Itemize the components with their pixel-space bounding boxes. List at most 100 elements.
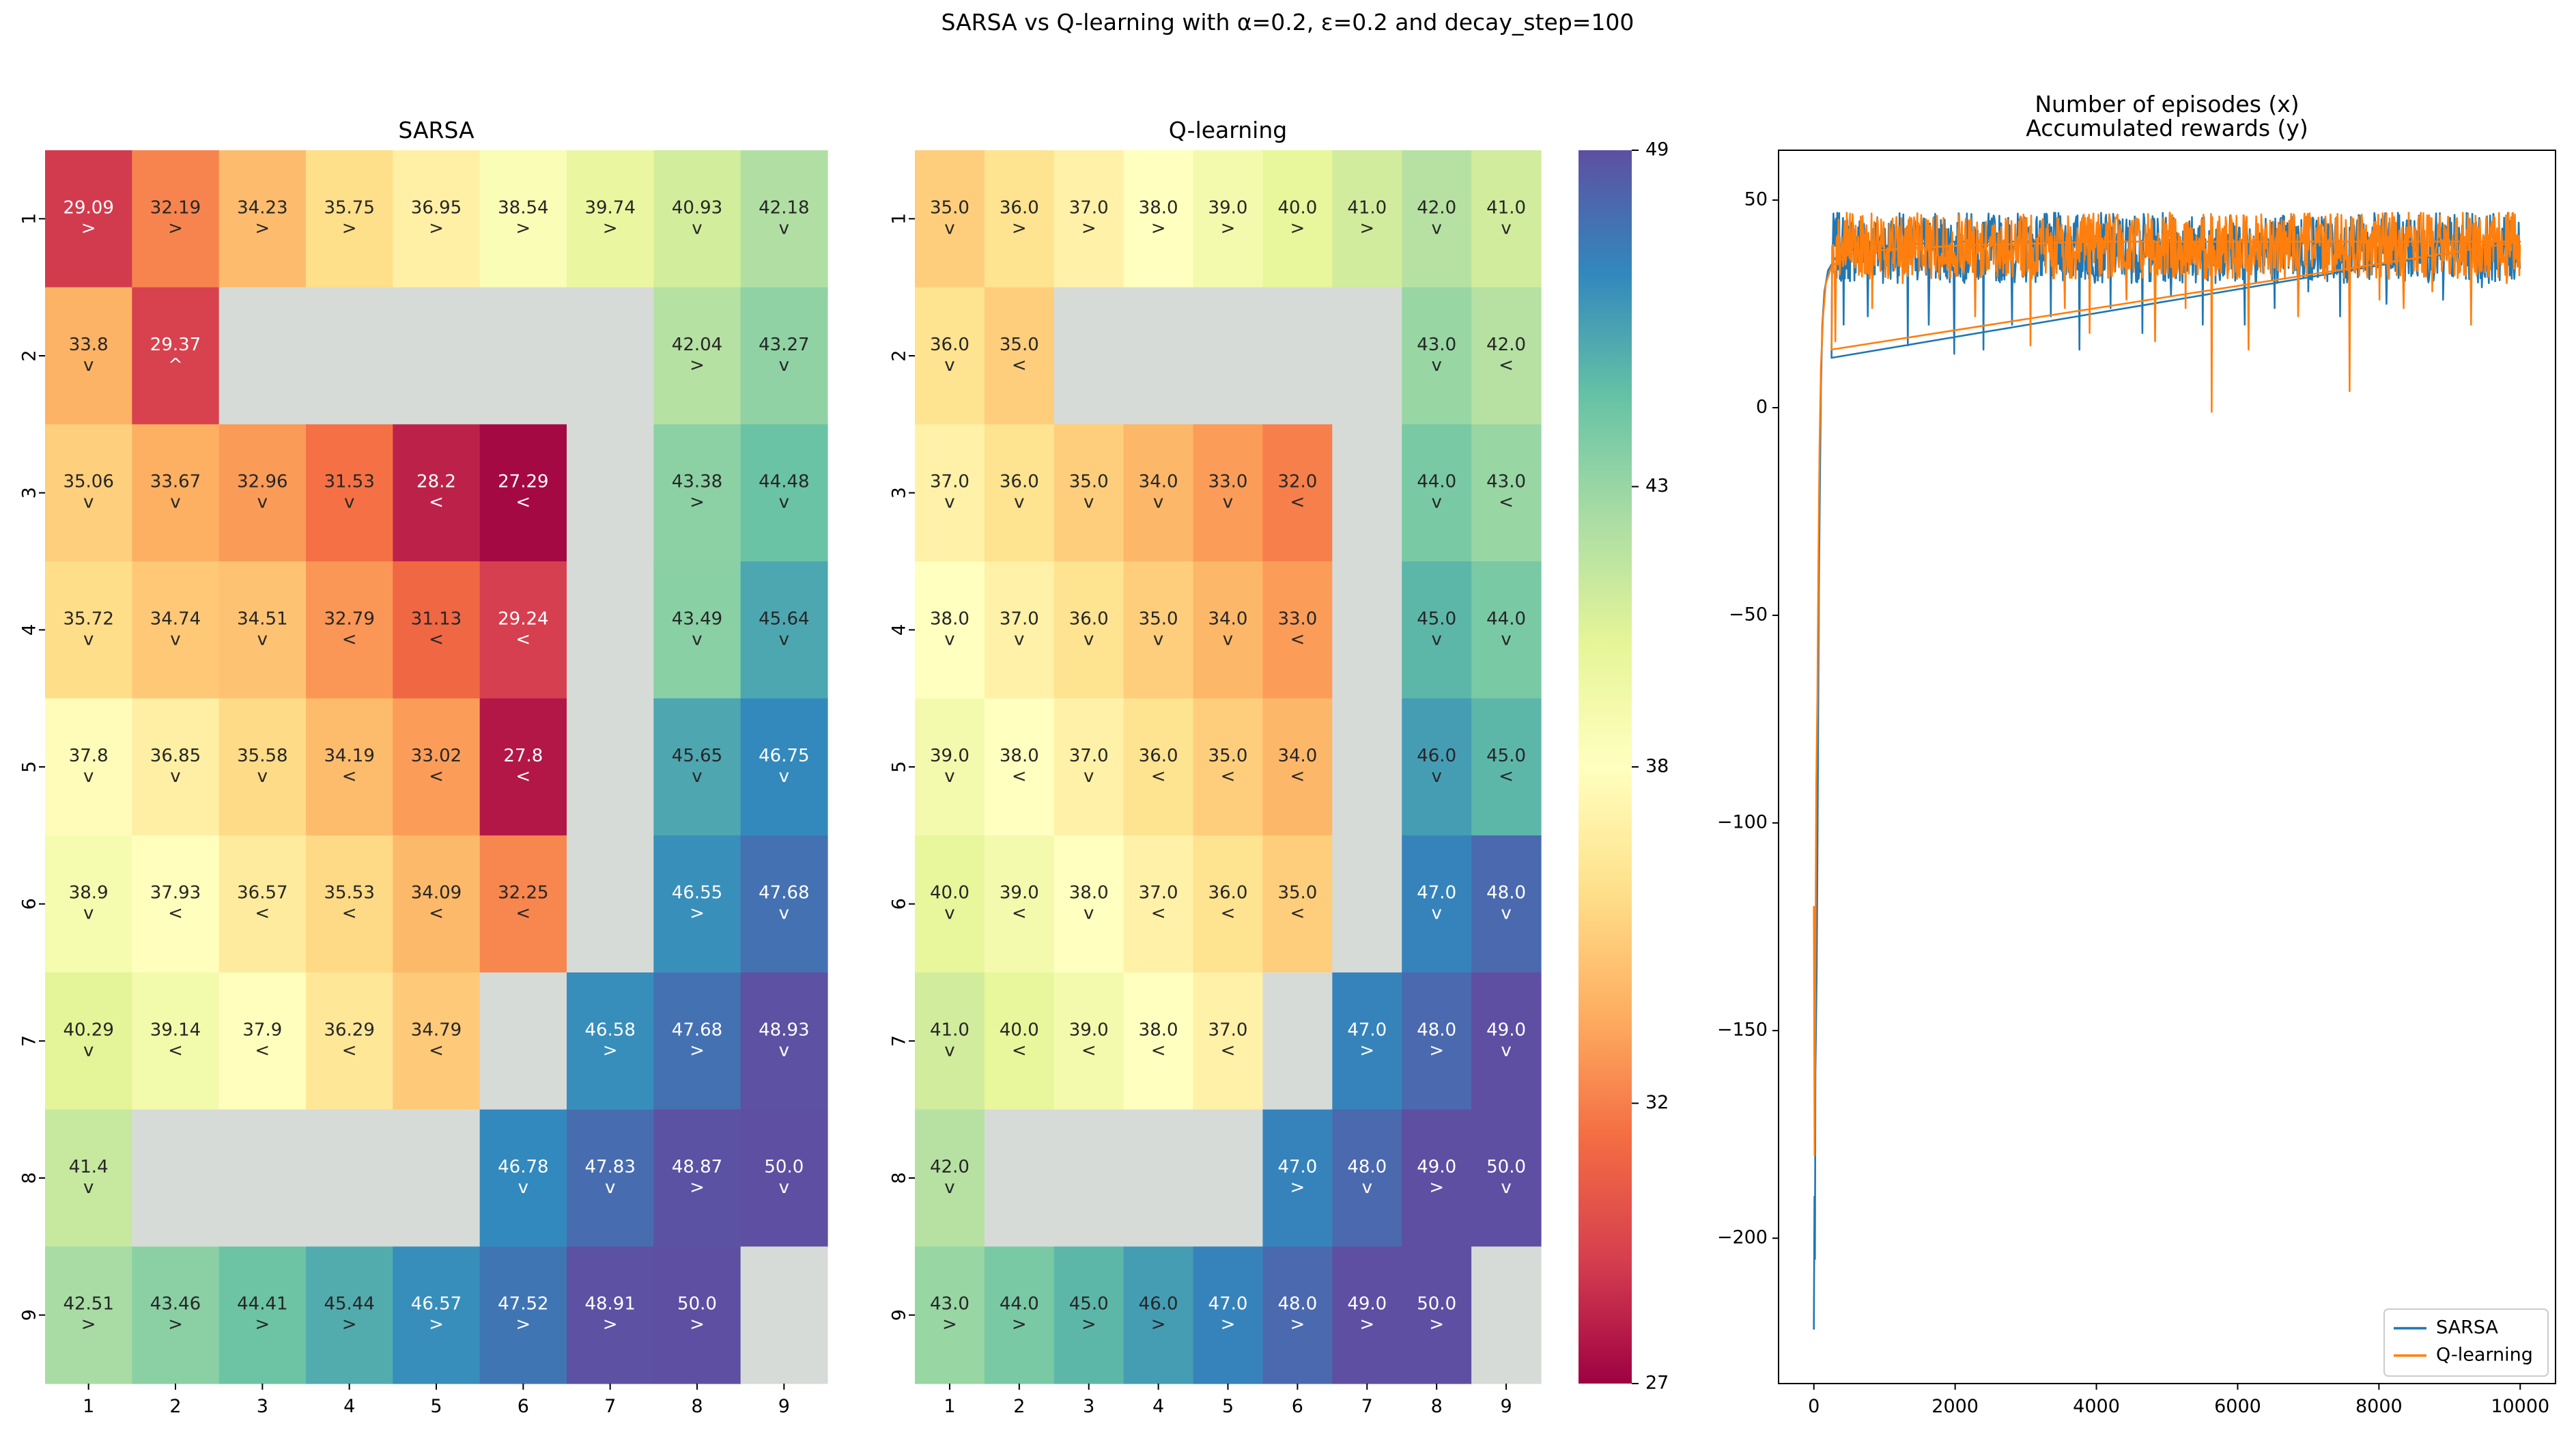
sarsa-cell	[653, 561, 741, 699]
sarsa-cell	[740, 972, 828, 1110]
qlearning-cell-action: <	[1012, 355, 1027, 376]
sarsa-cell	[479, 1246, 567, 1384]
line-chart-plot-area	[1813, 212, 2521, 1330]
qlearning-wall-cell	[1262, 972, 1333, 1110]
qlearning-cell	[1402, 835, 1472, 973]
sarsa-cell	[132, 287, 220, 425]
qlearning-cell-value: 47.0	[1417, 883, 1456, 903]
qlearning-cell	[1262, 698, 1333, 836]
qlearning-cell-action: <	[1012, 903, 1027, 924]
qlearning-cell-action: >	[1290, 1177, 1305, 1198]
sarsa-cell-value: 33.67	[150, 472, 201, 492]
qlearning-cell	[1471, 835, 1542, 973]
sarsa-cell	[45, 287, 132, 425]
qlearning-cell	[1053, 972, 1124, 1110]
qlearning-cell-action: v	[944, 629, 954, 649]
sarsa-cell-value: 50.0	[764, 1157, 804, 1177]
qlearning-cell-action: v	[1431, 218, 1441, 238]
line-chart: Number of episodes (x)Accumulated reward…	[1717, 91, 2556, 1417]
qlearning-cell-action: v	[1501, 1040, 1511, 1061]
qlearning-cell-action: >	[1221, 218, 1236, 238]
qlearning-cell	[1123, 835, 1194, 973]
qlearning-cell	[1262, 1246, 1333, 1384]
qlearning-cell-value: 46.0	[1139, 1294, 1178, 1315]
sarsa-cell-action: >	[603, 1315, 618, 1335]
sarsa-ytick-label: 8	[19, 1172, 40, 1183]
sarsa-cell	[45, 561, 132, 699]
sarsa-cell	[132, 698, 220, 836]
qlearning-cell	[1193, 972, 1264, 1110]
sarsa-cell-value: 32.79	[324, 608, 374, 629]
sarsa-cell-action: >	[81, 1315, 96, 1335]
qlearning-cell-value: 47.0	[1277, 1157, 1317, 1177]
qlearning-cell-action: <	[1012, 766, 1027, 787]
colorbar-tick-label: 27	[1645, 1373, 1669, 1394]
colorbar-tick-label: 43	[1645, 475, 1669, 496]
sarsa-wall-cell	[567, 287, 654, 425]
qlearning-ytick-label: 2	[889, 350, 910, 361]
qlearning-cell	[1402, 1246, 1472, 1384]
qlearning-cell	[1053, 835, 1124, 973]
qlearning-cell	[1471, 424, 1542, 562]
qlearning-wall-cell	[1193, 1109, 1264, 1247]
sarsa-cell	[740, 150, 828, 288]
qlearning-cell-action: >	[1359, 1040, 1374, 1061]
sarsa-ytick-label: 1	[19, 213, 40, 225]
qlearning-ytick-label: 4	[889, 624, 910, 636]
qlearning-cell	[915, 1109, 985, 1247]
sarsa-cell-value: 41.4	[69, 1157, 109, 1177]
legend-label: Q-learning	[2436, 1345, 2533, 1366]
qlearning-cell-action: v	[1153, 629, 1163, 649]
qlearning-cell-value: 45.0	[1417, 608, 1456, 629]
sarsa-cell-action: v	[344, 492, 354, 513]
qlearning-cell	[984, 698, 1055, 836]
qlearning-cell-value: 36.0	[1000, 197, 1039, 218]
qlearning-cell-action: v	[1014, 492, 1024, 513]
sarsa-cell-action: v	[779, 1040, 789, 1061]
qlearning-cell-value: 44.0	[1000, 1294, 1039, 1315]
sarsa-cell-value: 28.2	[416, 472, 456, 492]
qlearning-cell-action: <	[1290, 903, 1305, 924]
qlearning-cell-value: 36.0	[1000, 472, 1039, 492]
qlearning-cell-value: 42.0	[1486, 335, 1526, 355]
qlearning-cell-action: >	[942, 1315, 957, 1335]
sarsa-cell-action: >	[690, 1177, 705, 1198]
qlearning-cell-action: v	[1084, 629, 1094, 649]
line-chart-ytick-label: −100	[1717, 812, 1768, 833]
sarsa-cell-value: 34.19	[324, 746, 374, 766]
sarsa-cell	[653, 150, 741, 288]
qlearning-cell-action: v	[1431, 629, 1441, 649]
sarsa-cell-action: >	[690, 492, 705, 513]
sarsa-cell-value: 27.29	[498, 472, 548, 492]
line-chart-xtick-label: 0	[1808, 1396, 1820, 1417]
qlearning-cell	[1123, 1246, 1194, 1384]
qlearning-cell-action: <	[1151, 1040, 1166, 1061]
qlearning-cell	[1332, 150, 1402, 288]
qlearning-cell-value: 38.0	[1139, 197, 1178, 218]
sarsa-cell-value: 35.72	[63, 608, 113, 629]
sarsa-cell	[132, 972, 220, 1110]
qlearning-cell-value: 38.0	[1139, 1020, 1178, 1040]
sarsa-ytick-label: 2	[19, 350, 40, 361]
qlearning-cell-action: >	[1429, 1040, 1444, 1061]
qlearning-cell-value: 48.0	[1486, 883, 1526, 903]
colorbar-tick-label: 49	[1645, 139, 1669, 160]
sarsa-cell-action: v	[257, 492, 268, 513]
qlearning-cell	[1471, 150, 1542, 288]
sarsa-cell	[306, 150, 393, 288]
qlearning-cell-value: 35.0	[1208, 746, 1248, 766]
sarsa-cell	[306, 561, 393, 699]
qlearning-cell-value: 49.0	[1347, 1294, 1387, 1315]
qlearning-cell-action: <	[1151, 766, 1166, 787]
qlearning-cell-action: v	[1501, 1177, 1511, 1198]
qlearning-cell	[984, 150, 1055, 288]
qlearning-cell	[915, 1246, 985, 1384]
sarsa-cell-action: v	[605, 1177, 615, 1198]
sarsa-wall-cell	[567, 835, 654, 973]
qlearning-cell-value: 32.0	[1277, 472, 1317, 492]
qlearning-cell-action: >	[1429, 1315, 1444, 1335]
qlearning-wall-cell	[1262, 287, 1333, 425]
sarsa-cell	[567, 1246, 654, 1384]
sarsa-cell	[393, 561, 481, 699]
sarsa-cell-action: >	[603, 218, 618, 238]
